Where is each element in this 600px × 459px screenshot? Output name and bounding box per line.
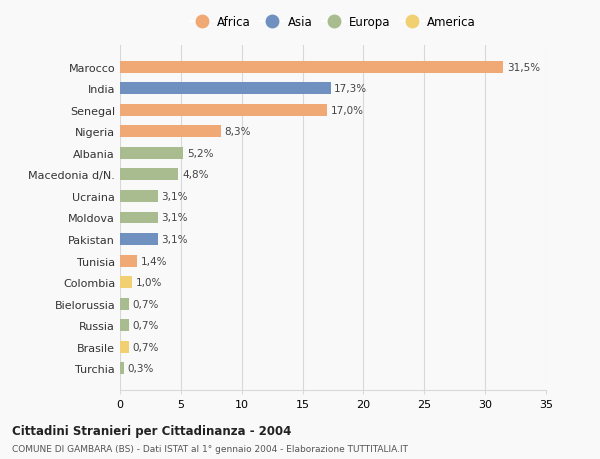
Legend: Africa, Asia, Europa, America: Africa, Asia, Europa, America	[188, 14, 478, 32]
Bar	[120, 105, 327, 117]
Bar	[120, 83, 331, 95]
Text: COMUNE DI GAMBARA (BS) - Dati ISTAT al 1° gennaio 2004 - Elaborazione TUTTITALIA: COMUNE DI GAMBARA (BS) - Dati ISTAT al 1…	[12, 444, 408, 453]
Text: 17,0%: 17,0%	[331, 106, 364, 116]
Bar	[120, 62, 503, 73]
Bar	[120, 341, 128, 353]
Text: 0,7%: 0,7%	[132, 299, 158, 309]
Text: 5,2%: 5,2%	[187, 149, 214, 158]
Text: 3,1%: 3,1%	[161, 213, 188, 223]
Bar	[120, 255, 137, 267]
Bar	[120, 363, 124, 375]
Text: 1,4%: 1,4%	[140, 256, 167, 266]
Text: 3,1%: 3,1%	[161, 235, 188, 245]
Bar	[120, 277, 132, 288]
Text: 0,7%: 0,7%	[132, 342, 158, 352]
Text: 0,7%: 0,7%	[132, 320, 158, 330]
Text: Cittadini Stranieri per Cittadinanza - 2004: Cittadini Stranieri per Cittadinanza - 2…	[12, 425, 292, 437]
Text: 1,0%: 1,0%	[136, 278, 162, 287]
Bar	[120, 169, 178, 181]
Text: 31,5%: 31,5%	[507, 62, 540, 73]
Bar	[120, 148, 183, 159]
Text: 0,3%: 0,3%	[127, 364, 154, 374]
Bar	[120, 190, 158, 202]
Bar	[120, 126, 221, 138]
Bar	[120, 234, 158, 246]
Text: 3,1%: 3,1%	[161, 191, 188, 202]
Bar	[120, 319, 128, 331]
Text: 17,3%: 17,3%	[334, 84, 367, 94]
Text: 8,3%: 8,3%	[224, 127, 251, 137]
Bar	[120, 298, 128, 310]
Text: 4,8%: 4,8%	[182, 170, 209, 180]
Bar	[120, 212, 158, 224]
